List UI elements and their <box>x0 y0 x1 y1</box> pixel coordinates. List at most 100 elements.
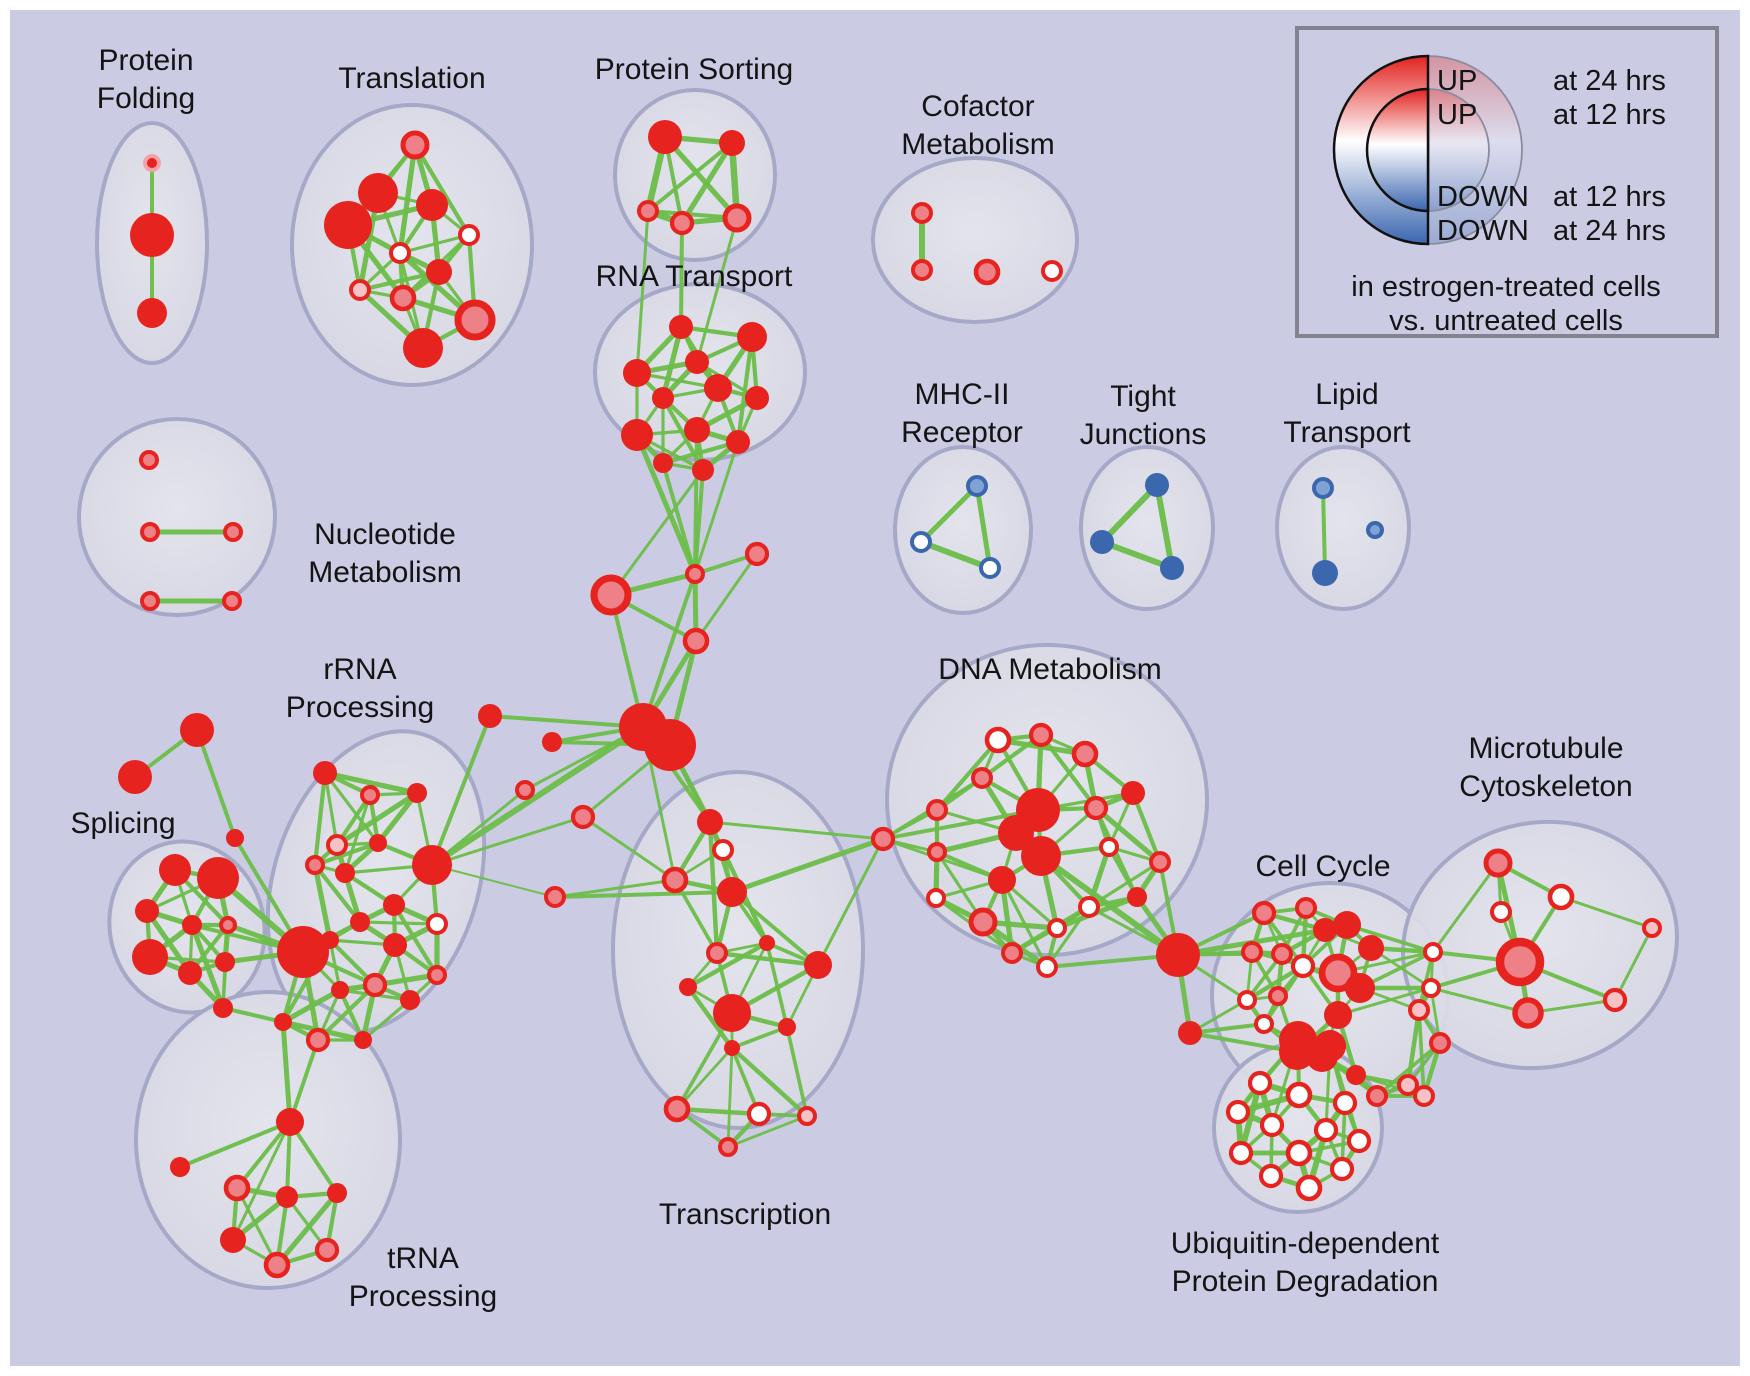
network-node-RR-6 <box>369 834 387 852</box>
network-edge <box>1345 923 1435 954</box>
legend-dir-2: DOWN <box>1437 181 1529 213</box>
network-node-RR-12 <box>426 913 448 935</box>
network-node-TX-11 <box>663 1095 691 1123</box>
network-node-PS-3 <box>669 210 695 236</box>
network-node-MHC-2 <box>979 557 1001 579</box>
cluster-label-MHC-line0: MHC-II <box>915 378 1010 411</box>
network-node-TN-5 <box>220 1227 246 1253</box>
network-node-DM-3 <box>971 767 993 789</box>
cluster-label-RR-line0: rRNA <box>323 653 396 686</box>
network-node-DM-6 <box>1083 795 1109 821</box>
network-node-CC-0 <box>1251 900 1277 926</box>
network-node-TR-3 <box>324 201 372 249</box>
network-node-DM-18 <box>1127 887 1147 907</box>
network-node-TJ-2 <box>1160 556 1184 580</box>
network-node-RR-17 <box>427 965 447 985</box>
cluster-label-NM-line1: Metabolism <box>308 556 461 589</box>
network-node-DM-1 <box>1028 722 1054 748</box>
cluster-label-MT-line1: Cytoskeleton <box>1459 770 1632 803</box>
network-node-TX-8 <box>713 994 751 1032</box>
legend-dir-3: DOWN <box>1437 215 1529 247</box>
cluster-ellipse-MHC <box>893 445 1033 615</box>
network-node-RT-8 <box>684 417 710 443</box>
network-node-TX-9 <box>778 1018 796 1036</box>
cluster-label-CF-line1: Metabolism <box>901 128 1054 161</box>
network-edge <box>674 1106 762 1117</box>
network-node-RR-19 <box>305 1027 331 1053</box>
cluster-label-TN-line0: tRNA <box>387 1242 459 1275</box>
network-node-TX-2 <box>661 866 689 894</box>
cluster-label-NM-line0: Nucleotide <box>314 518 456 551</box>
network-edge <box>430 815 585 867</box>
network-node-PF-2 <box>137 298 167 328</box>
network-node-TN-3 <box>276 1186 298 1208</box>
network-node-PS-0 <box>648 120 682 154</box>
cluster-label-UB-line1: Protein Degradation <box>1172 1265 1439 1298</box>
network-edge <box>918 539 993 571</box>
network-edge <box>1405 1007 1422 1088</box>
network-edge <box>974 483 993 571</box>
network-edge <box>553 878 677 899</box>
network-edge <box>662 134 740 221</box>
network-node-TX-3 <box>717 877 747 907</box>
network-node-NM-4 <box>222 591 242 611</box>
network-node-DM-2 <box>1071 740 1099 768</box>
network-node-NM-0 <box>139 450 159 470</box>
network-node-TR-8 <box>389 284 417 312</box>
network-edge <box>1099 539 1175 571</box>
network-node-DM-17 <box>1047 918 1067 938</box>
cluster-label-PF-line1: Folding <box>97 82 195 115</box>
network-node-UB-8 <box>1346 1128 1372 1154</box>
network-edge <box>1099 482 1160 545</box>
network-node-PF-1 <box>130 213 174 257</box>
network-edge <box>581 815 677 882</box>
network-node-SP-0 <box>159 854 191 886</box>
network-edge <box>178 1120 292 1169</box>
network-node-NM-2 <box>223 522 243 542</box>
network-edge <box>322 770 420 796</box>
network-node-UB-13 <box>1295 1174 1323 1202</box>
network-node-DM-5 <box>1121 781 1145 805</box>
network-node-MT-6 <box>1642 918 1662 938</box>
network-node-ST-2 <box>226 829 244 847</box>
network-edge <box>660 324 684 401</box>
network-node-MT-3 <box>1495 937 1545 987</box>
network-node-UB-10 <box>1285 1139 1313 1167</box>
network-edge <box>730 1025 789 1050</box>
network-node-UB-1 <box>1314 1030 1346 1062</box>
network-edge <box>679 140 735 226</box>
cluster-label-UB-line0: Ubiquitin-dependent <box>1171 1227 1440 1260</box>
network-node-DM-0 <box>984 726 1012 754</box>
network-edge <box>312 862 333 943</box>
network-edge <box>1000 878 1049 969</box>
network-edge <box>1130 790 1163 865</box>
network-edge <box>729 836 886 895</box>
network-node-DM-11 <box>1149 851 1171 873</box>
network-edge <box>398 233 471 255</box>
network-node-TX-7 <box>679 978 697 996</box>
network-edge <box>730 890 820 967</box>
cluster-label-SP-line0: Splicing <box>70 807 175 840</box>
network-node-RT-6 <box>745 386 769 410</box>
network-node-RR-1 <box>360 785 380 805</box>
network-node-DM-13 <box>988 866 1016 894</box>
network-node-RR-3 <box>326 834 348 856</box>
network-node-DM-20 <box>1036 956 1058 978</box>
network-edge <box>312 840 381 868</box>
network-edge <box>312 770 328 868</box>
network-node-PS-2 <box>637 200 659 222</box>
cluster-label-PS-line0: Protein Sorting <box>595 53 793 86</box>
network-edge <box>641 572 697 729</box>
network-node-TX-1 <box>712 839 734 861</box>
network-edge <box>708 820 885 841</box>
legend-time-0: at 24 hrs <box>1553 65 1666 97</box>
network-node-RR-9 <box>350 912 370 932</box>
legend-caption-line1: vs. untreated cells <box>1389 305 1623 337</box>
network-node-RT-4 <box>704 374 732 402</box>
network-node-TJ-1 <box>1090 530 1114 554</box>
network-node-TR-7 <box>349 279 371 301</box>
network-node-MHC-0 <box>966 475 988 497</box>
network-node-UB-4 <box>1332 1090 1358 1116</box>
network-node-CC-5 <box>1241 941 1263 963</box>
